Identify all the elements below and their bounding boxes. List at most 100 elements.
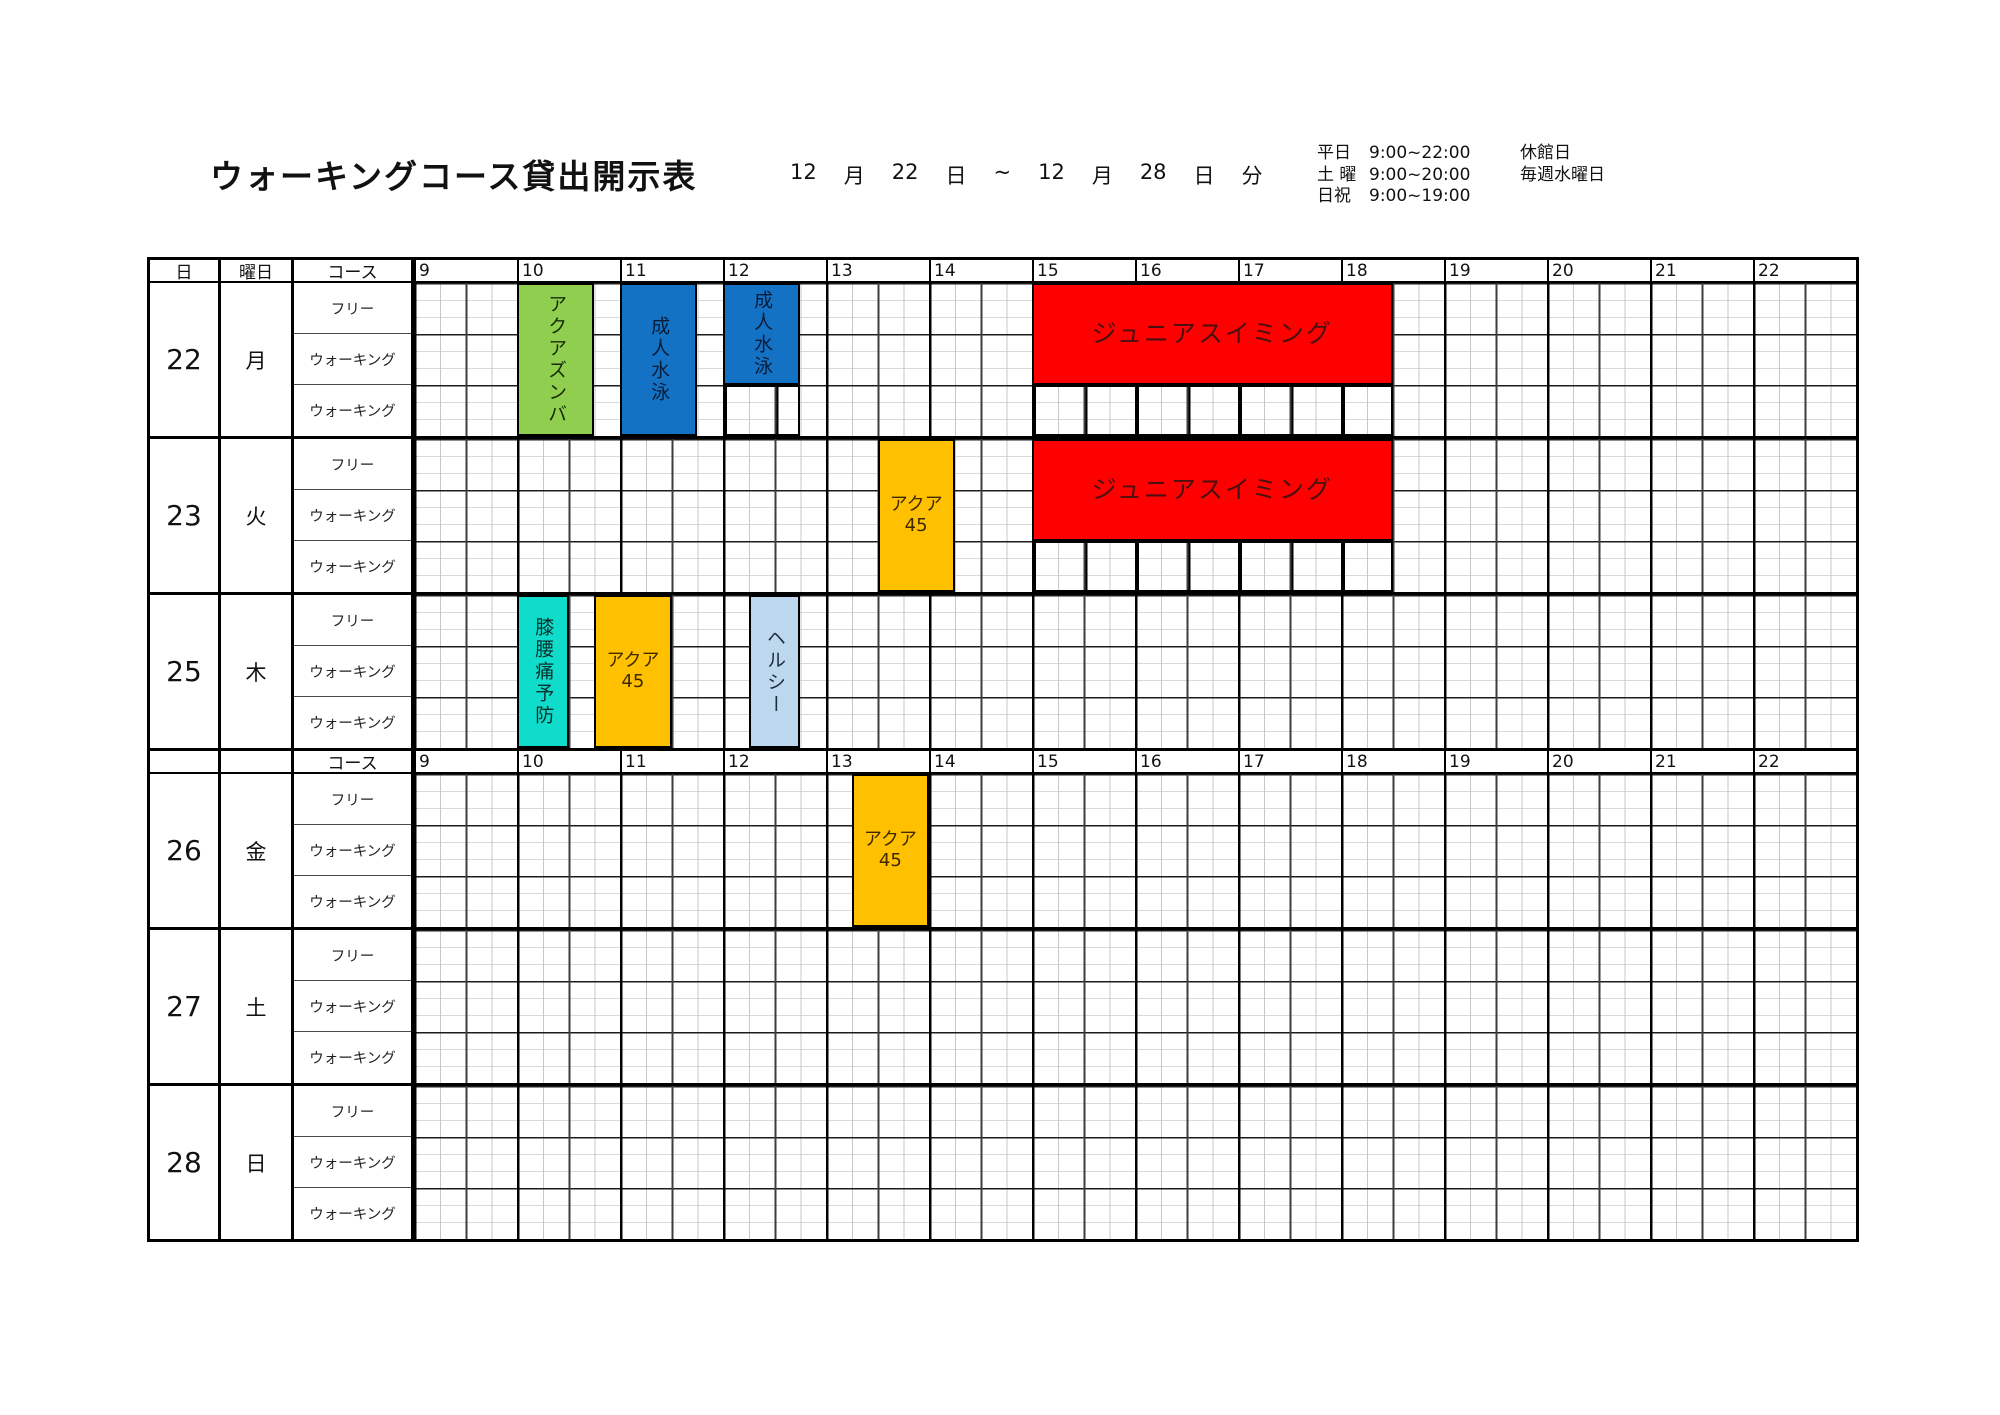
event-block: アクア 45	[594, 595, 672, 748]
period-token: 日	[945, 164, 967, 188]
hour-cell: 16	[1135, 260, 1238, 281]
lane-label: フリー	[294, 595, 411, 646]
opening-hours-row: 平日 9:00~22:00	[1317, 143, 1470, 165]
hour-cell: 12	[723, 751, 826, 772]
hour-cell: 13	[826, 260, 929, 281]
hour-cell: 19	[1444, 260, 1547, 281]
opening-hours-time: 9:00~22:00	[1369, 143, 1471, 163]
date-cell: 23	[150, 439, 221, 592]
course-lanes: フリー ウォーキング ウォーキング	[294, 595, 414, 748]
hour-cell: 17	[1238, 751, 1341, 772]
event-label-line: アクア	[889, 493, 943, 515]
period-token: 28	[1139, 160, 1167, 184]
time-grid: アクア 45 ジュニアスイミング	[414, 439, 1856, 592]
day-row: 28 日フリー ウォーキング ウォーキング	[150, 1086, 1856, 1239]
event-block: 膝腰痛予防	[517, 595, 569, 748]
event-block: アクア 45	[851, 774, 929, 927]
lane-label: フリー	[294, 930, 411, 981]
lane-label: ウォーキング	[294, 1137, 411, 1188]
day-row: 25 木フリー ウォーキング ウォーキング 膝腰痛予防 アクア 45 ヘルシー	[150, 595, 1856, 751]
weekday-cell: 日	[221, 1086, 294, 1239]
date-cell: 26	[150, 774, 221, 927]
lane-label: ウォーキング	[309, 1051, 396, 1067]
hour-cell: 13	[826, 751, 929, 772]
lane-label: フリー	[294, 1086, 411, 1137]
event-block: ジュニアスイミング	[1032, 283, 1393, 385]
course-lanes: フリー ウォーキング ウォーキング	[294, 283, 414, 436]
event-block: ヘルシー	[748, 595, 801, 748]
event-label-line: 45	[621, 670, 645, 692]
course-lanes: フリー ウォーキング ウォーキング	[294, 1086, 414, 1239]
period-token: 分	[1241, 164, 1263, 188]
event-block: アクア 45	[877, 439, 955, 592]
hour-cell: 12	[723, 260, 826, 281]
event-block: 成人水泳	[620, 283, 698, 436]
time-grid: アクア 45	[414, 774, 1856, 927]
event-under-cells	[1032, 541, 1393, 592]
day-row: 22 月フリー ウォーキング ウォーキング アクアズンバ 成人水泳 成人水泳 ジュニアスイミン…	[150, 283, 1856, 439]
day-row: 27 土フリー ウォーキング ウォーキング	[150, 930, 1856, 1086]
period-token: ~	[993, 160, 1012, 184]
lane-label: ウォーキング	[309, 560, 396, 576]
hour-cell: 20	[1547, 260, 1650, 281]
corner-course-cell: コース	[294, 751, 414, 774]
page-title: ウォーキングコース貸出開示表	[210, 157, 698, 196]
time-grid	[414, 930, 1856, 1083]
hour-cell: 18	[1341, 751, 1444, 772]
weekday-cell: 月	[221, 283, 294, 436]
opening-hours: 平日 9:00~22:00 土 曜 9:00~20:00 日祝 9:00~19:00	[1317, 143, 1470, 208]
period-token: 22	[891, 160, 919, 184]
day-row: 26 金フリー ウォーキング ウォーキング アクア 45	[150, 774, 1856, 930]
opening-hours-label: 土 曜	[1317, 164, 1357, 185]
lane-label: ウォーキング	[309, 716, 396, 732]
opening-hours-time: 9:00~19:00	[1369, 186, 1471, 206]
period-token: 12	[1038, 160, 1065, 184]
date-cell: 25	[150, 595, 221, 748]
event-label-line: アクア	[863, 828, 917, 850]
hour-cell: 14	[929, 751, 1032, 772]
period-token: 日	[1193, 164, 1215, 188]
hour-cell: 17	[1238, 260, 1341, 281]
lane-label: フリー	[294, 439, 411, 490]
hour-cell: 14	[929, 260, 1032, 281]
time-grid	[414, 1086, 1856, 1239]
lane-label: ウォーキング	[294, 981, 411, 1032]
hour-cell: 20	[1547, 751, 1650, 772]
period-token: 月	[843, 164, 865, 188]
lane-label: ウォーキング	[309, 895, 396, 911]
hour-cell: 9	[414, 751, 517, 772]
hour-cell: 21	[1650, 751, 1753, 772]
hour-cell: 21	[1650, 260, 1753, 281]
hour-cell: 11	[620, 260, 723, 281]
lane-label: ウォーキング	[294, 490, 411, 541]
event-under-cells	[1032, 385, 1393, 436]
event-block: 成人水泳	[723, 283, 801, 385]
time-grid: 膝腰痛予防 アクア 45 ヘルシー	[414, 595, 1856, 748]
event-label-line: アクア	[606, 649, 660, 671]
corner-day-cell	[150, 751, 221, 772]
hour-cell: 22	[1753, 751, 1856, 772]
lane-label: ウォーキング	[309, 404, 396, 420]
lane-label: フリー	[294, 774, 411, 825]
date-cell: 22	[150, 283, 221, 436]
day-row: 23 火フリー ウォーキング ウォーキング アクア 45 ジュニアスイミング	[150, 439, 1856, 595]
closed-day-label: 休館日	[1520, 143, 1571, 163]
closed-day-info: 休館日 毎週水曜日	[1520, 143, 1605, 186]
weekday-cell: 火	[221, 439, 294, 592]
hour-cell: 11	[620, 751, 723, 772]
hour-cell: 10	[517, 260, 620, 281]
time-header-row: 日曜日 コース 9 10 11 12 13 14 15 16 17 18 19 20 21 22	[150, 260, 1856, 283]
hour-cell: 9	[414, 260, 517, 281]
hour-cell: 19	[1444, 751, 1547, 772]
corner-weekday-cell	[221, 751, 294, 772]
event-under-cells	[723, 385, 801, 436]
course-lanes: フリー ウォーキング ウォーキング	[294, 774, 414, 927]
weekday-cell: 金	[221, 774, 294, 927]
lane-label: ウォーキング	[294, 334, 411, 385]
opening-hours-row: 土 曜 9:00~20:00	[1317, 165, 1470, 187]
hour-cell: 15	[1032, 751, 1135, 772]
period-range: 12 月 22 日 ~12 月 28 日 分	[790, 160, 1263, 190]
lane-label: ウォーキング	[309, 1207, 396, 1223]
corner-weekday-cell: 曜日	[221, 260, 294, 283]
